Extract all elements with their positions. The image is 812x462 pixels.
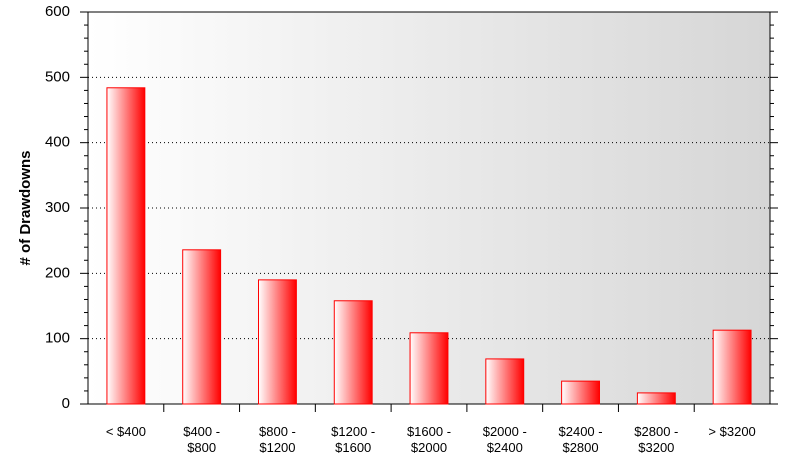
y-tick-label: 300 [45, 199, 70, 216]
bar [258, 279, 297, 405]
y-tick-label: 0 [62, 395, 70, 412]
bar [485, 358, 525, 405]
x-tick-label: > $3200 [708, 424, 756, 439]
bar [636, 392, 676, 405]
bar [106, 87, 146, 405]
x-tick-label: $1200 - $1600 [331, 424, 376, 455]
bar [409, 332, 449, 405]
y-tick-label: 100 [45, 330, 70, 347]
x-tick-label: $400 - $800 [183, 424, 221, 455]
x-tick-label: $800 - $1200 [259, 424, 296, 455]
bar [333, 300, 373, 405]
x-tick-label: $1600 - $2000 [406, 424, 452, 455]
y-tick-label: 400 [45, 134, 70, 151]
x-tick-label: $2400 - $2800 [558, 424, 603, 455]
y-tick-label: 600 [45, 3, 70, 20]
x-tick-label: < $400 [105, 424, 146, 439]
bar [182, 249, 222, 405]
x-tick-label: $2000 - $2400 [482, 424, 527, 455]
y-tick-label: 200 [45, 264, 70, 281]
y-tick-label: 500 [45, 68, 70, 85]
x-tick-label: $2800 - $3200 [634, 424, 679, 455]
bar [561, 380, 600, 405]
y-axis-title: # of Drawdowns [17, 150, 34, 265]
bar [712, 329, 752, 405]
